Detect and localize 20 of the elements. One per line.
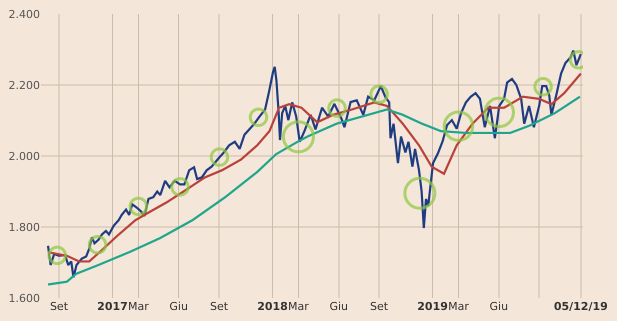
x-tick-label: Set	[370, 300, 389, 313]
x-tick-label: 2018	[257, 300, 288, 313]
x-tick-label: Mar	[288, 300, 310, 313]
x-tick-label: Mar	[448, 300, 470, 313]
x-tick-label: Set	[210, 300, 229, 313]
y-tick-label: 2.000	[8, 150, 40, 163]
x-tick-label: 2017	[97, 300, 128, 313]
x-tick-label: Giu	[329, 300, 348, 313]
line-series	[46, 49, 582, 279]
x-tick-label: Giu	[490, 300, 508, 313]
line-series	[46, 96, 582, 286]
y-tick-label: 2.200	[8, 78, 40, 92]
y-tick-label: 1.800	[8, 220, 40, 234]
x-tick-label: 05/12/19	[554, 300, 608, 313]
x-tick-label: 2019	[417, 300, 448, 313]
x-tick-label: Giu	[169, 300, 188, 313]
x-tick-label: Set	[50, 300, 69, 313]
x-tick-label: Mar	[128, 300, 150, 313]
y-tick-label: 2.400	[8, 8, 40, 21]
y-tick-label: 1.600	[8, 292, 40, 305]
